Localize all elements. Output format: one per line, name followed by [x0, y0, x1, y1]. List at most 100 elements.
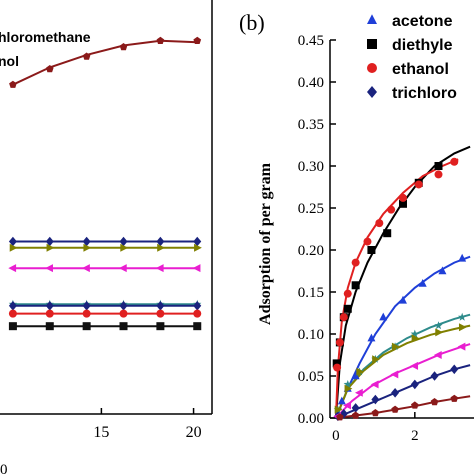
panel-a-fit-lines — [12, 39, 198, 328]
panel-b-series-5-point — [411, 334, 420, 343]
panel-b-y-tick-label: 0.25 — [298, 201, 324, 217]
panel-b-y-tick-label: 0.40 — [298, 75, 324, 91]
panel-a-series-0-fit-line — [12, 39, 198, 86]
panel-b-series-4-point — [434, 321, 443, 330]
panel-b-label: (b) — [239, 10, 265, 35]
panel-b-series-0-fit-line — [334, 255, 471, 419]
panel-a-x-axis-fragment: 0 — [0, 462, 8, 474]
panel-a-series-1-point — [119, 236, 128, 247]
panel-b-series-1-point — [332, 359, 341, 368]
panel-b-y-tick-label: 0.15 — [298, 285, 324, 301]
panel-b-series-6-point — [343, 401, 351, 410]
panel-b-series-2-point — [387, 205, 396, 214]
panel-a-series-6-point — [8, 309, 17, 318]
panel-a-series-1-point — [156, 236, 165, 247]
panel-a-series-6-point — [193, 309, 202, 318]
legend-label-ethanol: ethanol — [392, 61, 449, 78]
panel-b-series-7-point — [430, 398, 439, 406]
panel-b-series-3-point — [351, 403, 360, 413]
panel-a-series-2-point — [157, 243, 165, 252]
panel-a-series-2-point — [46, 243, 55, 252]
panel-a-series-1-point — [82, 236, 91, 247]
panel-b-series-6-point — [354, 388, 363, 397]
panel-a-series-3-point — [82, 264, 90, 273]
panel-a-series-2-point — [9, 243, 18, 252]
panel-a-series-5-point — [193, 300, 202, 311]
panel-b-series-7-point — [411, 401, 419, 409]
panel-b-series-7-point — [371, 409, 380, 417]
panel-b-series-6-point — [390, 370, 399, 379]
panel-a-series-7-point — [156, 322, 165, 331]
panel-a-series-3-point — [8, 264, 17, 273]
panel-b-series-2-point — [339, 313, 348, 322]
panel-b-series-1-point — [434, 162, 443, 170]
panel-b-series-5-point — [344, 384, 353, 393]
panel-b-data-points — [332, 157, 467, 422]
panel-b-y-tick-label: 0.10 — [298, 327, 324, 343]
panel-a-x-tick-label: 15 — [93, 424, 109, 441]
panel-b-series-2-point — [335, 338, 344, 347]
panel-a: 15 20 hloromethane nol 0 — [0, 0, 213, 474]
panel-a-series-1-point — [8, 236, 17, 247]
panel-b-legend: acetone diethyle ethanol trichloro — [367, 13, 457, 102]
panel-a-series-7-point — [45, 322, 54, 331]
panel-a-series-6-point — [82, 309, 91, 318]
panel-a-series-0-point — [9, 80, 17, 88]
panel-a-series-2-point — [194, 243, 202, 252]
legend-label-acetone: acetone — [392, 13, 453, 30]
panel-a-series-6-point — [156, 309, 165, 318]
panel-b-series-2-point — [450, 157, 459, 166]
panel-b-series-3-point — [450, 364, 459, 375]
panel-a-series-6-point — [119, 309, 128, 318]
panel-a-series-2-point — [120, 243, 129, 252]
panel-b-series-5-point — [334, 405, 343, 414]
panel-b-y-tick-label: 0.05 — [298, 369, 324, 385]
panel-b-series-7-point — [450, 394, 459, 402]
panel-b-series-0-point — [438, 266, 447, 275]
panel-b-series-1-point — [351, 281, 360, 290]
panel-b-series-5-point — [391, 342, 400, 351]
panel-a-series-0-point — [156, 36, 165, 44]
panel-b-y-ticks: 0.00 0.05 0.10 0.15 0.20 0.25 0.30 0.35 0.40 0.45 — [298, 33, 336, 427]
panel-b-series-7-point — [351, 411, 360, 419]
panel-a-series-0-point — [119, 43, 128, 51]
panel-b-series-5-point — [458, 323, 467, 332]
panel-b-series-2-point — [398, 193, 407, 202]
panel-a-series-2-point — [83, 243, 92, 252]
panel-b-series-3-point — [391, 388, 400, 398]
panel-b-series-4-point — [410, 329, 419, 338]
panel-a-series-7-point — [119, 322, 128, 331]
panel-b-y-tick-label: 0.30 — [298, 159, 324, 175]
panel-b-series-5-point — [356, 367, 365, 376]
panel-a-series-3-point — [45, 264, 53, 273]
panel-a-data-points — [8, 36, 202, 331]
legend-marker-ethanol — [367, 63, 377, 73]
panel-b-series-0-point — [418, 279, 427, 287]
panel-b-series-6-point — [370, 380, 379, 389]
panel-b-series-0-point — [398, 295, 407, 304]
panel-b-series-1-point — [398, 199, 407, 208]
panel-b-series-0-point — [337, 396, 346, 405]
panel-b-series-2-point — [343, 289, 352, 298]
panel-a-series-6-point — [45, 309, 54, 318]
panel-a-series-7-point — [8, 322, 17, 331]
panel-a-series-5-point — [119, 300, 128, 311]
panel-b-y-axis-label: Adsorption of per gram — [257, 162, 274, 325]
panel-b-y-tick-label: 0.45 — [298, 33, 324, 49]
panel-b-series-2-point — [351, 258, 360, 267]
panel-b-series-3-point — [430, 371, 439, 381]
panel-b-series-5-fit-line — [334, 324, 471, 419]
panel-a-series-0-point — [193, 36, 202, 44]
panel-a-x-ticks: 15 20 — [93, 408, 202, 441]
panel-b-series-3-point — [410, 379, 419, 390]
panel-a-series-0-point — [46, 65, 54, 73]
legend-marker-acetone — [367, 14, 377, 24]
panel-a-legend-fragment-2: nol — [0, 53, 19, 69]
panel-b-series-0-point — [367, 333, 376, 342]
panel-a-legend-fragment-1: hloromethane — [0, 29, 91, 45]
panel-b-series-7-point — [391, 405, 399, 413]
panel-b-series-2-point — [434, 170, 443, 179]
panel-a-series-5-point — [156, 300, 165, 311]
panel-a-x-tick-label: 20 — [186, 424, 202, 441]
